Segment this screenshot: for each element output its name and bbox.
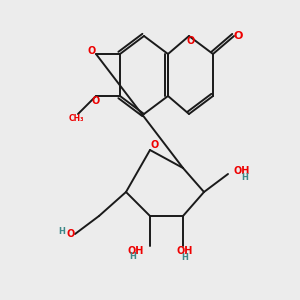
Text: OH: OH <box>176 245 193 256</box>
Text: CH₃: CH₃ <box>69 114 84 123</box>
Text: H: H <box>242 173 248 182</box>
Text: O: O <box>66 229 75 239</box>
Text: O: O <box>150 140 159 151</box>
Text: O: O <box>92 95 100 106</box>
Text: O: O <box>186 35 195 46</box>
Text: OH: OH <box>128 245 144 256</box>
Text: H: H <box>130 252 136 261</box>
Text: OH: OH <box>234 166 250 176</box>
Text: O: O <box>234 31 243 41</box>
Text: O: O <box>87 46 96 56</box>
Text: H: H <box>181 254 188 262</box>
Text: H: H <box>58 226 65 236</box>
